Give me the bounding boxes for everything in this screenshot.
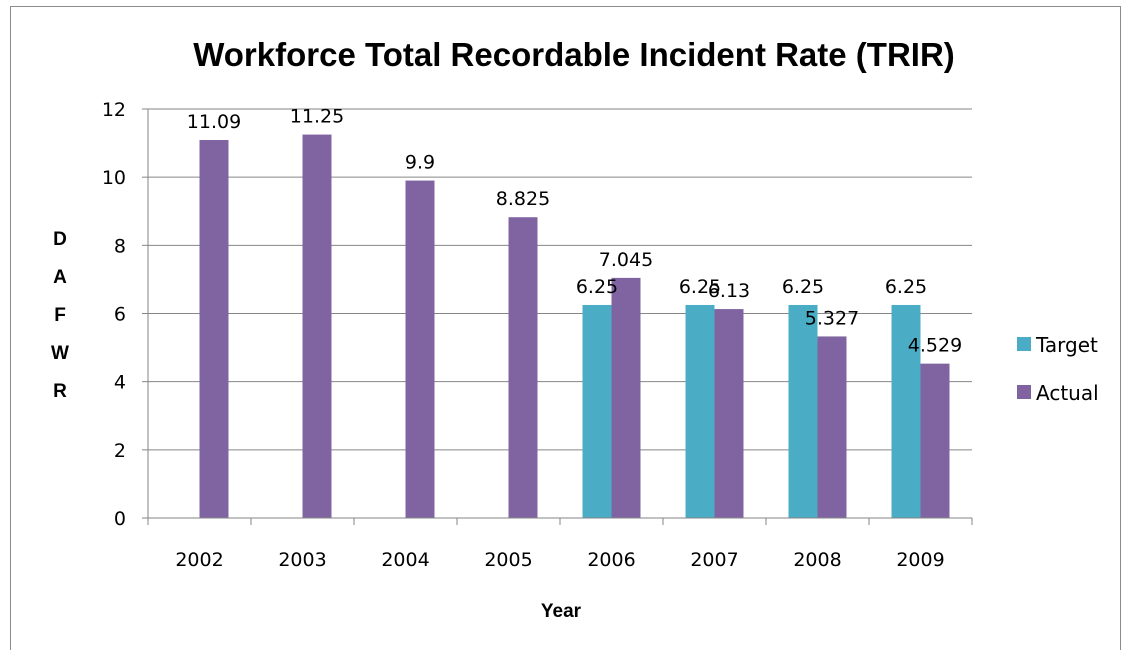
x-tick-label: 2008	[793, 549, 841, 571]
legend: Target Actual	[1017, 333, 1099, 405]
data-label-actual-2007: 6.13	[708, 280, 750, 302]
bar-target-2009	[891, 304, 921, 518]
bar-actual-2003	[302, 134, 332, 518]
y-tick-label: 10	[102, 167, 126, 189]
bars	[199, 134, 950, 518]
y-axis-title-letter: A	[53, 267, 67, 288]
y-axis-title-letter: D	[53, 229, 67, 250]
y-axis-title-letter: W	[51, 343, 69, 364]
bar-actual-2004	[405, 180, 435, 518]
data-label-actual-2006: 7.045	[599, 249, 653, 271]
data-label-target-2007: 6.25	[679, 276, 721, 298]
y-tick-labels: 0 2 4 6 8 10 12	[102, 99, 126, 530]
y-tick-label: 4	[114, 372, 126, 394]
bar-actual-2008	[817, 336, 847, 518]
bar-actual-2002	[199, 140, 229, 518]
bar-actual-2007	[714, 309, 744, 518]
x-axis-title: Year	[541, 601, 582, 622]
legend-label-target: Target	[1035, 333, 1098, 357]
chart-frame	[10, 6, 1121, 650]
x-tick-label: 2003	[278, 549, 326, 571]
y-tick-label: 8	[114, 235, 126, 257]
x-tick-label: 2004	[381, 549, 429, 571]
y-tick-label: 6	[114, 304, 126, 326]
chart-title: Workforce Total Recordable Incident Rate…	[193, 36, 955, 73]
bar-actual-2006	[611, 277, 641, 518]
y-axis-title-letter: F	[54, 305, 66, 326]
data-label-target-2008: 6.25	[782, 276, 824, 298]
y-axis-title-letter: R	[53, 381, 67, 402]
data-label-actual-2005: 8.825	[496, 188, 550, 210]
bar-target-2007	[685, 304, 715, 518]
data-label-actual-2003: 11.25	[290, 106, 344, 128]
data-label-target-2009: 6.25	[885, 276, 927, 298]
y-tick-label: 12	[102, 99, 126, 121]
data-label-actual-2009: 4.529	[908, 335, 962, 357]
x-tick-label: 2007	[690, 549, 738, 571]
x-tick-label: 2005	[484, 549, 532, 571]
y-tick-label: 2	[114, 440, 126, 462]
bar-target-2006	[582, 304, 612, 518]
data-label-actual-2008: 5.327	[805, 307, 859, 329]
legend-swatch-actual	[1017, 385, 1031, 399]
legend-swatch-target	[1017, 337, 1031, 351]
x-tick-label: 2009	[896, 549, 944, 571]
x-tick-labels: 2002 2003 2004 2005 2006 2007 2008 2009	[175, 549, 944, 571]
bar-target-2008	[788, 304, 818, 518]
x-tick-label: 2002	[175, 549, 223, 571]
gridlines	[148, 108, 972, 451]
data-label-actual-2004: 9.9	[405, 152, 435, 174]
y-tick-label: 0	[114, 508, 126, 530]
data-label-actual-2002: 11.09	[187, 111, 241, 133]
axes	[142, 108, 973, 525]
legend-label-actual: Actual	[1036, 381, 1099, 405]
x-tick-label: 2006	[587, 549, 635, 571]
bar-actual-2005	[508, 217, 538, 518]
bar-actual-2009	[920, 363, 950, 518]
data-label-target-2006: 6.25	[576, 276, 618, 298]
